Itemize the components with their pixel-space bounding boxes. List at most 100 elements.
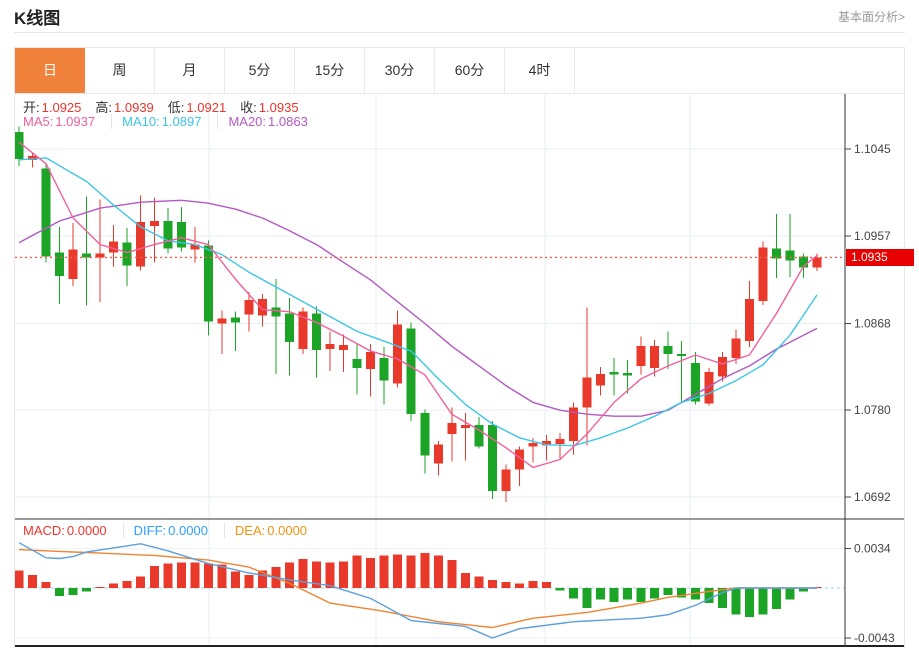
candle-body [663,346,673,355]
candle-body [257,298,267,316]
macd-bar [609,588,619,602]
candle-body [149,220,159,226]
candle-body [514,449,524,470]
candle-body [541,440,551,446]
macd-tick-label: 0.0034 [854,541,891,555]
macd-bar [704,588,714,604]
candle-body [744,298,754,342]
fundamental-analysis-link[interactable]: 基本面分析> [837,9,905,24]
dea-line [18,548,817,629]
tab-周[interactable]: 周 [85,48,155,93]
price-tick-label: 1.0692 [854,490,891,504]
macd-bar [420,553,430,588]
chart-box: 日周月 5分 15分 30分 60分 4时 1.1045 1.0957 1.0868 1.078… [14,47,914,647]
macd-bar [257,570,267,588]
tab-5分[interactable]: 5分 [225,48,295,93]
ma-info-0-value: 1.0937 [55,114,96,129]
candle-body [379,357,389,381]
macd-bar [663,588,673,595]
macd-bar [474,576,484,588]
macd-bar [487,579,497,588]
ohlc-0: 开: 1.0925 [23,97,95,116]
candle-body [650,346,660,368]
macd-bar [717,588,727,608]
period-tab-bar: 日周月 5分 15分 30分 60分 4时 [15,48,904,94]
macd-bar [569,588,579,599]
macd-bar [298,558,308,588]
macd-bar [393,554,403,588]
candle-body [190,244,200,250]
candle-body [163,220,173,249]
macd-info-1: DIFF: 0.0000 [122,523,222,538]
tab-4时[interactable]: 4时 [505,48,575,93]
macd-bar [325,562,335,588]
macd-bar [230,571,240,588]
macd-bar [406,555,416,588]
candle-body [690,362,700,402]
tab-15分[interactable]: 15分 [295,48,365,93]
macd-bar [109,583,119,588]
candle-body [596,373,606,386]
candle-body [285,313,295,343]
ma5-line [18,141,818,469]
candle-body [122,242,132,266]
ohlc-0-value: 1.0925 [41,100,82,115]
ohlc-info-row: 开: 1.0925 高: 1.0939 低: 1.0921 收: 1.0935 [23,97,313,116]
candle-body [555,438,565,444]
candle-body [406,328,416,415]
candle-body [582,377,592,408]
macd-info-0-value: 0.0000 [66,523,107,538]
candle-body [528,442,538,447]
chart-svg[interactable]: 1.1045 1.0957 1.0868 1.0780 1.0692 0.0034 -0.0… [15,94,904,647]
candle-body [771,248,781,259]
chart-canvas[interactable]: 1.1045 1.0957 1.0868 1.0780 1.0692 0.0034 -0.0… [15,94,914,647]
ohlc-3-label: 收: [240,100,257,115]
candle-body [217,318,227,324]
macd-bar [582,588,592,608]
candle-body [15,132,24,159]
ohlc-1: 高: 1.0939 [95,97,167,116]
macd-bar [636,588,646,602]
tab-日[interactable]: 日 [15,48,85,93]
ma-info-0: MA5: 1.0937 [23,114,109,129]
ohlc-2: 低: 1.0921 [168,97,240,116]
price-tick-label: 1.0780 [854,403,891,417]
macd-info-1-label: DIFF: [133,523,167,538]
macd-info-1-value: 0.0000 [168,523,208,538]
macd-info-0: MACD: 0.0000 [23,523,121,538]
tab-月[interactable]: 月 [155,48,225,93]
header: K线图 基本面分析> [14,0,905,33]
macd-bar [447,560,457,588]
candle-body [352,358,362,368]
candle-body [244,299,254,315]
macd-bar [163,563,173,588]
ohlc-2-label: 低: [167,100,185,115]
candle-body [636,346,646,366]
tab-60分[interactable]: 60分 [435,48,505,93]
price-tick-label: 1.1045 [854,142,891,156]
macd-bar [798,588,808,592]
macd-bar [217,564,227,588]
macd-bar [623,588,633,600]
macd-bar [650,588,660,599]
candle-body [176,221,186,248]
tab-30分[interactable]: 30分 [365,48,435,93]
candle-body [623,372,633,376]
macd-bar [352,555,362,588]
macd-bar [55,588,65,597]
macd-bar [460,572,470,588]
ohlc-3-value: 1.0935 [258,100,299,115]
candle-body [109,241,119,253]
macd-bar [95,586,105,588]
candle-body [82,253,92,258]
candle-body [325,344,335,350]
ohlc-1-value: 1.0939 [114,100,154,115]
macd-bar [785,588,795,600]
macd-bar [771,588,781,609]
ma10-line [18,157,818,447]
macd-info-2-value: 0.0000 [267,523,308,538]
macd-bar [122,581,132,588]
macd-bar [203,563,213,588]
candle-body [136,221,146,267]
macd-bar [731,588,741,615]
